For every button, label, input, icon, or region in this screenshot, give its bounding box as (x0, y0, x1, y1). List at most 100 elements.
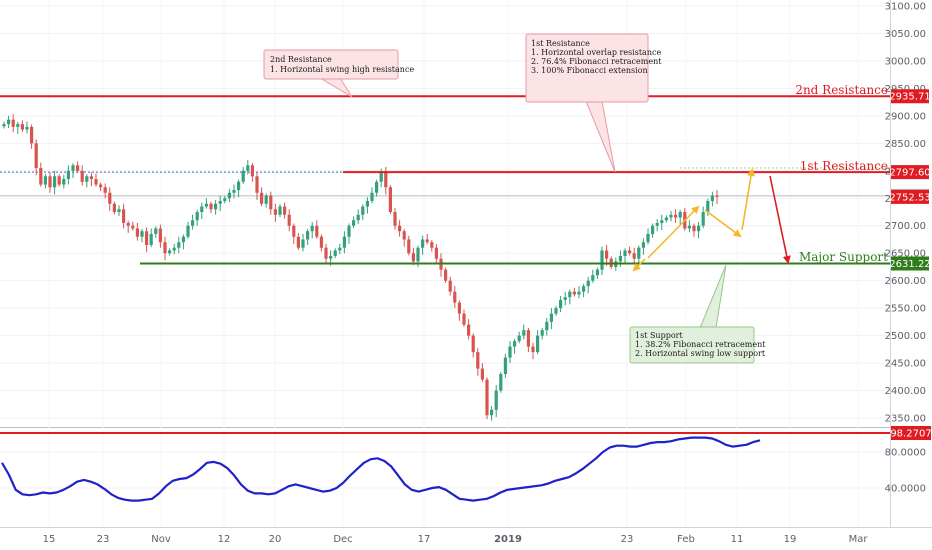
candle (444, 267, 448, 283)
candle-body (669, 214, 673, 218)
candle (103, 183, 107, 199)
candle (168, 248, 172, 256)
oscillator-axis[interactable]: 40.0000 80.0000 (885, 448, 926, 495)
candle (204, 198, 208, 209)
callout-resistance2: 2nd Resistance 1. Horizontal swing high … (263, 49, 414, 98)
callout-resistance1-title: 1st Resistance (531, 39, 590, 48)
candle (361, 204, 365, 221)
candle (655, 219, 659, 232)
candle (112, 201, 116, 215)
callout-support1-title: 1st Support (635, 331, 683, 340)
candle-body (637, 247, 641, 259)
candle (200, 202, 204, 220)
time-tick-label: 23 (621, 534, 634, 545)
candle-body (131, 225, 135, 229)
candle (214, 199, 218, 215)
resistance2-level-label: 2nd Resistance (795, 83, 888, 97)
candle-body (664, 217, 668, 221)
candle-body (30, 126, 34, 144)
candle (660, 214, 664, 231)
candle (407, 235, 411, 256)
candle-body (375, 181, 379, 193)
price-tick-label: 3000.00 (885, 56, 926, 67)
candle-body (204, 203, 208, 207)
candle-body (195, 212, 199, 221)
price-tick-label: 2400.00 (885, 386, 926, 397)
candle (324, 243, 328, 265)
candle (370, 187, 374, 204)
candle-body (71, 165, 75, 171)
candle-body (7, 119, 11, 125)
candle-body (223, 198, 227, 202)
candle-body (430, 242, 434, 248)
candle-body (499, 374, 503, 391)
price-tick-label: 2850.00 (885, 139, 926, 150)
candle-body (471, 335, 475, 353)
price-tags: 2935.712797.602754.322752.532631.2298.27… (889, 89, 932, 440)
callout-resistance1: 1st Resistance 1. Horizontal overlap res… (525, 33, 662, 173)
time-tick-label: 11 (731, 534, 744, 545)
candle (605, 244, 609, 266)
candle-body (43, 176, 47, 185)
candle-body (232, 190, 236, 193)
candle-body (398, 225, 402, 232)
candle-body (301, 239, 305, 248)
time-axis[interactable]: 15 23 Nov 12 20 Dec 17 2019 23 Feb 11 19 Mar (43, 534, 869, 545)
candle (85, 174, 89, 188)
candle (57, 174, 61, 187)
candle (600, 246, 604, 276)
candle (563, 291, 567, 306)
candle (181, 234, 185, 250)
candle-body (365, 201, 369, 207)
candle-body (595, 269, 599, 276)
candle-body (260, 192, 264, 204)
callout-resistance2-title: 2nd Resistance (270, 55, 332, 64)
candle (448, 276, 452, 296)
candle-body (388, 187, 392, 212)
candle-body (531, 346, 535, 353)
time-tick-label: Mar (849, 534, 869, 545)
candle (264, 193, 268, 208)
candle-body (356, 214, 360, 221)
price-tag-text: 2752.53 (889, 192, 930, 203)
osc-price-tag: 98.2707 (890, 426, 932, 440)
candle-body (135, 228, 139, 237)
candle-body (319, 236, 323, 248)
candle-body (347, 225, 351, 237)
candle (434, 243, 438, 265)
candle (43, 174, 47, 189)
candle-body (273, 209, 277, 215)
candle-body (200, 206, 204, 212)
candle (66, 165, 70, 185)
candle-body (379, 172, 383, 182)
candle (237, 179, 241, 198)
candle-body (600, 250, 604, 270)
candle (485, 377, 489, 420)
candle (595, 267, 599, 280)
candle (522, 324, 526, 340)
time-tick-label: 2019 (494, 534, 522, 545)
time-tick-label: Feb (677, 534, 695, 545)
candle-body (154, 228, 158, 234)
candle (273, 203, 277, 222)
candle-body (687, 225, 691, 229)
level-lines (0, 95, 890, 434)
price-tag-bg (891, 256, 929, 271)
candle-body (393, 212, 397, 226)
candle-body (526, 330, 530, 347)
candle (218, 195, 222, 211)
candle (476, 348, 480, 376)
callout-resistance1-box (525, 33, 649, 103)
price-tag-bg (891, 89, 929, 104)
candle (39, 162, 43, 187)
price-axis[interactable]: 2350.00 2400.00 2450.00 2500.00 2550.00 2600.… (885, 2, 926, 425)
candle-body (434, 247, 438, 259)
candle-body (287, 214, 291, 226)
candle-body (149, 233, 153, 245)
candle-body (296, 236, 300, 248)
candle-body (448, 280, 452, 292)
candle (568, 289, 572, 305)
candle (490, 405, 494, 421)
candle (674, 209, 678, 223)
time-tick-label: Dec (333, 534, 352, 545)
